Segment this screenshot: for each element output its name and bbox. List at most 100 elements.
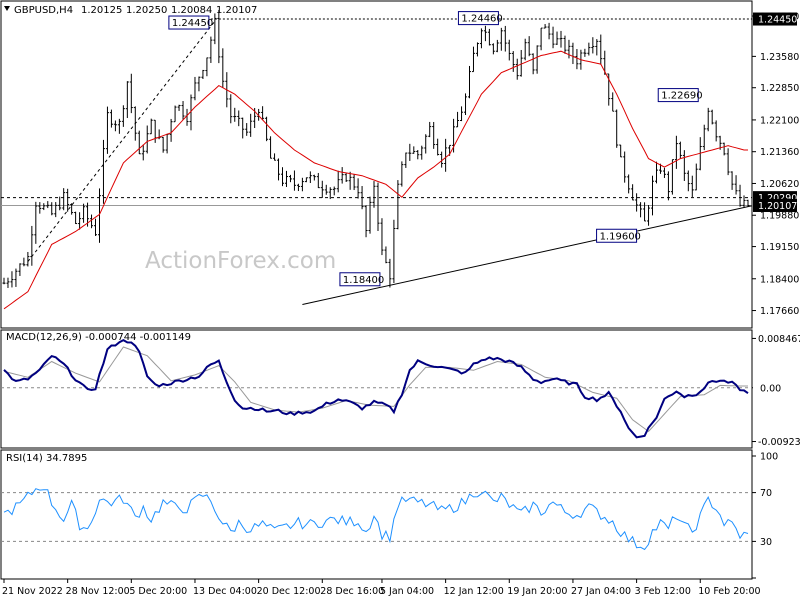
time-tick-label: 5 Jan 04:00 <box>380 586 434 597</box>
price-bar <box>702 124 706 151</box>
price-tick-label: 1.17660 <box>760 306 799 317</box>
price-bar <box>38 202 42 214</box>
rsi-tick-label: 30 <box>760 537 772 548</box>
annotation-box <box>457 11 499 26</box>
annotation-label: 1.24450 <box>172 18 213 29</box>
price-bar <box>583 48 587 57</box>
rsi-line <box>3 488 749 551</box>
price-bar <box>46 201 50 209</box>
price-bar <box>113 120 117 132</box>
price-bar <box>432 121 436 149</box>
price-bar <box>722 142 726 156</box>
price-bar <box>444 138 448 172</box>
price-bar <box>364 205 368 238</box>
watermark: ActionForex.com <box>145 248 336 274</box>
price-bar <box>714 120 718 142</box>
chart-header: GBPUSD,H4 1.20125 1.20250 1.20084 1.2010… <box>4 5 257 16</box>
price-bar <box>189 94 193 131</box>
price-bar <box>26 251 30 267</box>
price-bar <box>277 158 281 181</box>
price-bar <box>320 180 324 198</box>
price-bar <box>424 134 428 154</box>
price-bar <box>273 153 277 161</box>
price-tick-label: 1.22100 <box>760 115 799 126</box>
time-tick-label: 13 Dec 04:00 <box>193 586 257 597</box>
price-bar <box>467 65 471 99</box>
price-bar <box>738 184 742 207</box>
price-bar <box>50 202 54 216</box>
macd-signal-line <box>3 346 748 433</box>
price-bar <box>555 31 559 45</box>
price-tick-label: 1.21360 <box>760 147 799 158</box>
price-bar <box>710 109 714 125</box>
price-bar <box>531 53 535 75</box>
price-bar <box>690 175 694 197</box>
price-bar <box>547 22 551 40</box>
price-bar <box>328 187 332 200</box>
price-bar <box>137 130 141 155</box>
price-bar <box>647 205 651 226</box>
price-bar <box>686 170 690 192</box>
price-bar <box>269 136 273 159</box>
macd-tick-label: 0.008467 <box>758 334 800 345</box>
current-price-tag-bg <box>753 198 797 212</box>
price-annotation: 1.18400 <box>339 272 384 287</box>
price-bar <box>670 159 674 195</box>
time-tick-label: 28 Dec 16:00 <box>320 586 384 597</box>
annotation-box <box>168 15 210 30</box>
price-bar <box>94 218 98 236</box>
price-bar <box>97 188 101 243</box>
annotation-label: 1.19600 <box>600 231 641 242</box>
rsi-title: RSI(14) 34.7895 <box>6 453 87 464</box>
price-bar <box>388 258 392 288</box>
price-tick-label: 1.22850 <box>760 83 799 94</box>
annotation-box <box>596 228 638 243</box>
low-value: 1.20084 <box>171 5 212 16</box>
price-bar <box>682 150 686 181</box>
macd-title: MACD(12,26,9) -0.000744 -0.001149 <box>6 332 191 343</box>
support-trendline <box>302 205 753 306</box>
price-bar <box>678 141 682 159</box>
price-bar <box>635 193 639 212</box>
price-bar <box>296 183 300 192</box>
price-bar <box>384 246 388 264</box>
price-bar <box>460 106 464 122</box>
price-bar <box>281 167 285 187</box>
ema-line <box>3 50 748 310</box>
price-bar <box>352 174 356 191</box>
price-bar <box>495 39 499 53</box>
price-bar <box>567 39 571 59</box>
price-bar <box>125 81 129 119</box>
price-bar <box>90 214 94 229</box>
price-bar <box>551 26 555 49</box>
axes: 1.245201.235801.228501.221001.213601.206… <box>2 12 800 597</box>
price-bar <box>348 171 352 190</box>
price-bar <box>161 136 165 153</box>
time-tick-label: 21 Nov 2022 <box>2 586 63 597</box>
price-bar <box>121 105 125 127</box>
price-bar <box>117 118 121 134</box>
price-bar <box>70 203 74 215</box>
resistance-price-tag-bg <box>753 12 797 26</box>
price-bar <box>611 92 615 112</box>
price-bar <box>428 121 432 138</box>
price-bar <box>18 263 22 276</box>
price-bar <box>312 174 316 181</box>
price-bar <box>82 203 86 223</box>
price-bar <box>523 38 527 61</box>
level-price-tag: 1.20290 <box>758 193 797 204</box>
price-series: 1.24450 1.24460 1.18400 1.22690 1.19600 <box>1 9 753 310</box>
price-bar <box>14 268 18 287</box>
price-bar <box>503 25 507 52</box>
price-bar <box>627 174 631 194</box>
rsi-tick-label: 70 <box>760 488 772 499</box>
price-bar <box>595 39 599 56</box>
price-bar <box>205 57 209 77</box>
price-bar <box>101 139 105 204</box>
price-bar <box>499 27 503 51</box>
price-bar <box>324 184 328 195</box>
price-bar <box>141 144 145 161</box>
macd-series <box>1 338 752 439</box>
price-bar <box>233 107 237 122</box>
